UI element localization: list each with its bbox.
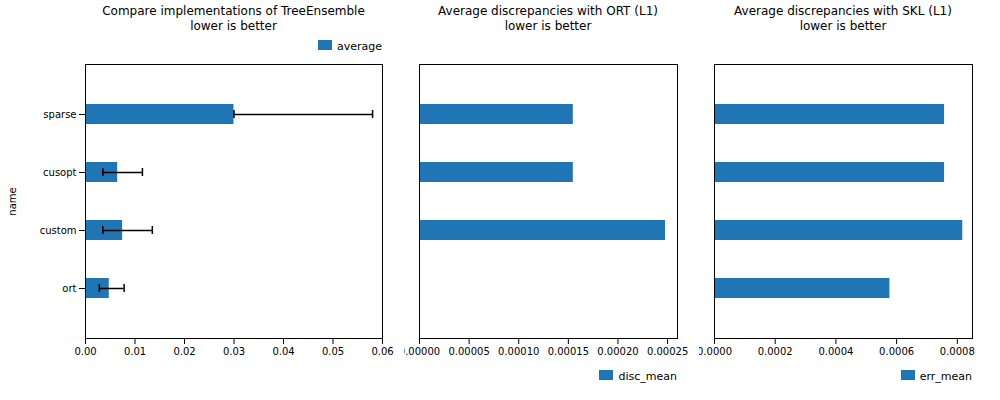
svg-text:name: name — [7, 187, 18, 215]
svg-text:sparse: sparse — [43, 109, 76, 120]
svg-text:0.05: 0.05 — [322, 346, 344, 357]
svg-text:0.00015: 0.00015 — [548, 346, 589, 357]
html-text:Compare implementations of Tre: Compare implementations of TreeEnsemble … — [102, 4, 365, 33]
svg-text:0.02: 0.02 — [173, 346, 195, 357]
svg-text:0.00005: 0.00005 — [448, 346, 489, 357]
svg-text:0.00020: 0.00020 — [597, 346, 638, 357]
svg-text:0.00000: 0.00000 — [404, 346, 440, 357]
svg-text:0.00: 0.00 — [74, 346, 96, 357]
svg-text:0.06: 0.06 — [371, 346, 393, 357]
svg-text:0.01: 0.01 — [124, 346, 146, 357]
svg-text:0.0004: 0.0004 — [818, 346, 853, 357]
html-text:Average discrepancies with ORT: Average discrepancies with ORT (L1) lowe… — [438, 4, 658, 33]
svg-text:0.00025: 0.00025 — [647, 346, 688, 357]
html-text:disc_mean: disc_mean — [618, 369, 677, 383]
svg-text:0.03: 0.03 — [223, 346, 245, 357]
svg-text:0.0002: 0.0002 — [758, 346, 793, 357]
html-text:err_mean: err_mean — [919, 369, 972, 383]
svg-text:ort: ort — [62, 283, 76, 294]
svg-text:cusopt: cusopt — [43, 167, 77, 178]
svg-text:0.04: 0.04 — [272, 346, 294, 357]
svg-text:0.00010: 0.00010 — [498, 346, 539, 357]
svg-text:0.0008: 0.0008 — [940, 346, 975, 357]
html-text:average: average — [337, 39, 382, 53]
svg-text:custom: custom — [40, 225, 77, 236]
html-text:Average discrepancies with SKL: Average discrepancies with SKL (L1) lowe… — [734, 4, 952, 33]
svg-text:0.0006: 0.0006 — [879, 346, 914, 357]
svg-text:0.0000: 0.0000 — [699, 346, 732, 357]
